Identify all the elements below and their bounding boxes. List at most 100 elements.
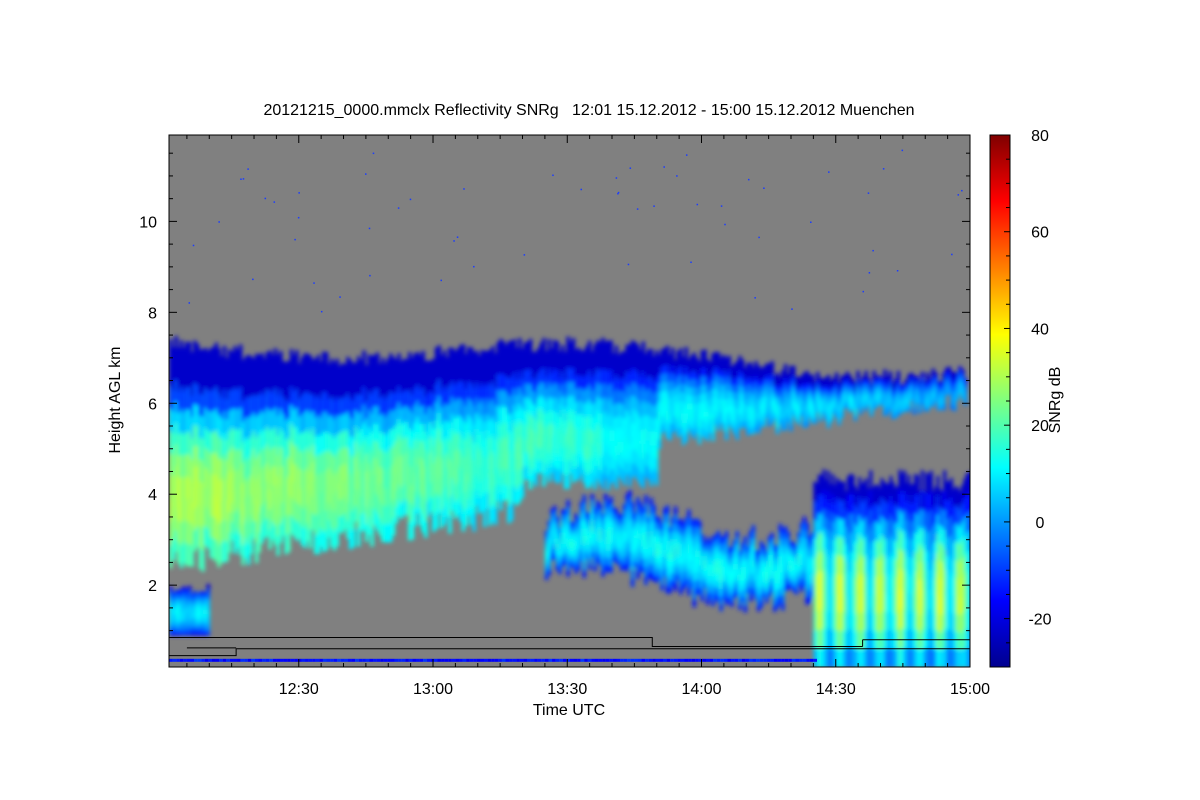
reflectivity-cell bbox=[587, 552, 592, 559]
reflectivity-cell bbox=[840, 574, 844, 594]
reflectivity-cell bbox=[824, 415, 828, 421]
reflectivity-cell bbox=[289, 515, 294, 535]
reflectivity-cell bbox=[848, 393, 852, 398]
reflectivity-cell bbox=[660, 416, 664, 426]
reflectivity-cell bbox=[228, 471, 232, 493]
reflectivity-cell bbox=[636, 412, 640, 427]
reflectivity-cell bbox=[590, 377, 595, 392]
reflectivity-cell bbox=[926, 387, 930, 393]
reflectivity-cell bbox=[174, 626, 178, 632]
reflectivity-cell bbox=[692, 536, 697, 547]
reflectivity-cell bbox=[644, 452, 648, 466]
reflectivity-cell bbox=[367, 480, 372, 500]
reflectivity-cell bbox=[622, 404, 627, 419]
reflectivity-cell bbox=[614, 431, 619, 446]
reflectivity-cell bbox=[593, 344, 597, 360]
reflectivity-cell bbox=[279, 351, 283, 371]
reflectivity-cell bbox=[837, 394, 842, 400]
reflectivity-cell bbox=[936, 628, 940, 649]
reflectivity-cell bbox=[356, 507, 361, 528]
reflectivity-cell bbox=[528, 473, 533, 490]
reflectivity-cell bbox=[577, 559, 581, 565]
reflectivity-cell bbox=[856, 382, 860, 387]
reflectivity-cell bbox=[794, 394, 799, 400]
reflectivity-cell bbox=[595, 395, 600, 411]
reflectivity-cell bbox=[663, 542, 667, 550]
reflectivity-cell bbox=[867, 389, 871, 393]
reflectivity-cell bbox=[837, 555, 842, 575]
reflectivity-cell bbox=[911, 557, 915, 576]
reflectivity-cell bbox=[257, 453, 262, 474]
reflectivity-cell bbox=[676, 428, 680, 438]
reflectivity-cell bbox=[236, 428, 240, 450]
reflectivity-cell bbox=[872, 393, 876, 399]
reflectivity-cell bbox=[203, 613, 208, 619]
noise-speckle bbox=[696, 203, 699, 206]
reflectivity-cell bbox=[746, 588, 750, 594]
reflectivity-cell bbox=[617, 534, 621, 540]
reflectivity-cell bbox=[501, 357, 506, 374]
reflectivity-cell bbox=[802, 378, 807, 385]
reflectivity-cell bbox=[348, 473, 353, 493]
reflectivity-cell bbox=[692, 378, 697, 388]
reflectivity-cell bbox=[700, 574, 705, 582]
reflectivity-cell bbox=[418, 457, 423, 475]
reflectivity-cell bbox=[338, 482, 342, 500]
reflectivity-cell bbox=[958, 561, 962, 580]
reflectivity-cell bbox=[833, 630, 837, 650]
reflectivity-cell bbox=[681, 568, 686, 577]
reflectivity-cell bbox=[177, 621, 181, 627]
surface-clutter bbox=[423, 658, 427, 662]
reflectivity-cell bbox=[840, 555, 844, 576]
reflectivity-cell bbox=[174, 630, 178, 636]
reflectivity-cell bbox=[657, 438, 662, 449]
reflectivity-cell bbox=[649, 563, 654, 572]
reflectivity-cell bbox=[684, 544, 688, 553]
reflectivity-cell bbox=[773, 393, 777, 399]
reflectivity-cell bbox=[458, 503, 463, 522]
reflectivity-cell bbox=[437, 429, 441, 447]
reflectivity-cell bbox=[582, 536, 586, 545]
reflectivity-cell bbox=[391, 463, 396, 483]
reflectivity-cell bbox=[550, 534, 554, 540]
surface-clutter bbox=[276, 658, 280, 662]
reflectivity-cell bbox=[783, 370, 788, 378]
reflectivity-cell bbox=[450, 478, 455, 496]
reflectivity-cell bbox=[313, 455, 318, 477]
reflectivity-cell bbox=[558, 455, 562, 470]
reflectivity-cell bbox=[820, 571, 824, 591]
reflectivity-cell bbox=[660, 366, 664, 376]
reflectivity-cell bbox=[638, 550, 643, 559]
reflectivity-cell bbox=[882, 518, 886, 538]
reflectivity-cell bbox=[848, 378, 852, 384]
reflectivity-cell bbox=[550, 360, 554, 374]
reflectivity-cell bbox=[303, 527, 307, 548]
reflectivity-cell bbox=[842, 611, 846, 631]
reflectivity-cell bbox=[284, 477, 288, 497]
reflectivity-cell bbox=[783, 552, 788, 560]
reflectivity-cell bbox=[590, 469, 595, 484]
noise-speckle bbox=[252, 278, 254, 281]
reflectivity-cell bbox=[190, 351, 194, 374]
reflectivity-cell bbox=[590, 538, 595, 546]
reflectivity-cell bbox=[660, 391, 664, 401]
reflectivity-cell bbox=[593, 558, 597, 566]
reflectivity-cell bbox=[601, 337, 605, 354]
reflectivity-cell bbox=[233, 470, 237, 492]
reflectivity-cell bbox=[625, 532, 629, 541]
reflectivity-cell bbox=[391, 499, 396, 518]
reflectivity-cell bbox=[835, 629, 839, 649]
reflectivity-cell bbox=[845, 400, 850, 405]
reflectivity-cell bbox=[746, 569, 750, 575]
reflectivity-cell bbox=[676, 531, 680, 539]
reflectivity-cell bbox=[343, 363, 348, 382]
reflectivity-cell bbox=[875, 391, 879, 396]
reflectivity-cell bbox=[679, 579, 683, 588]
reflectivity-cell bbox=[628, 558, 632, 568]
reflectivity-cell bbox=[512, 355, 517, 373]
reflectivity-cell bbox=[305, 503, 310, 523]
reflectivity-cell bbox=[547, 531, 552, 538]
reflectivity-cell bbox=[708, 558, 713, 565]
reflectivity-cell bbox=[526, 438, 530, 453]
reflectivity-cell bbox=[708, 587, 713, 594]
